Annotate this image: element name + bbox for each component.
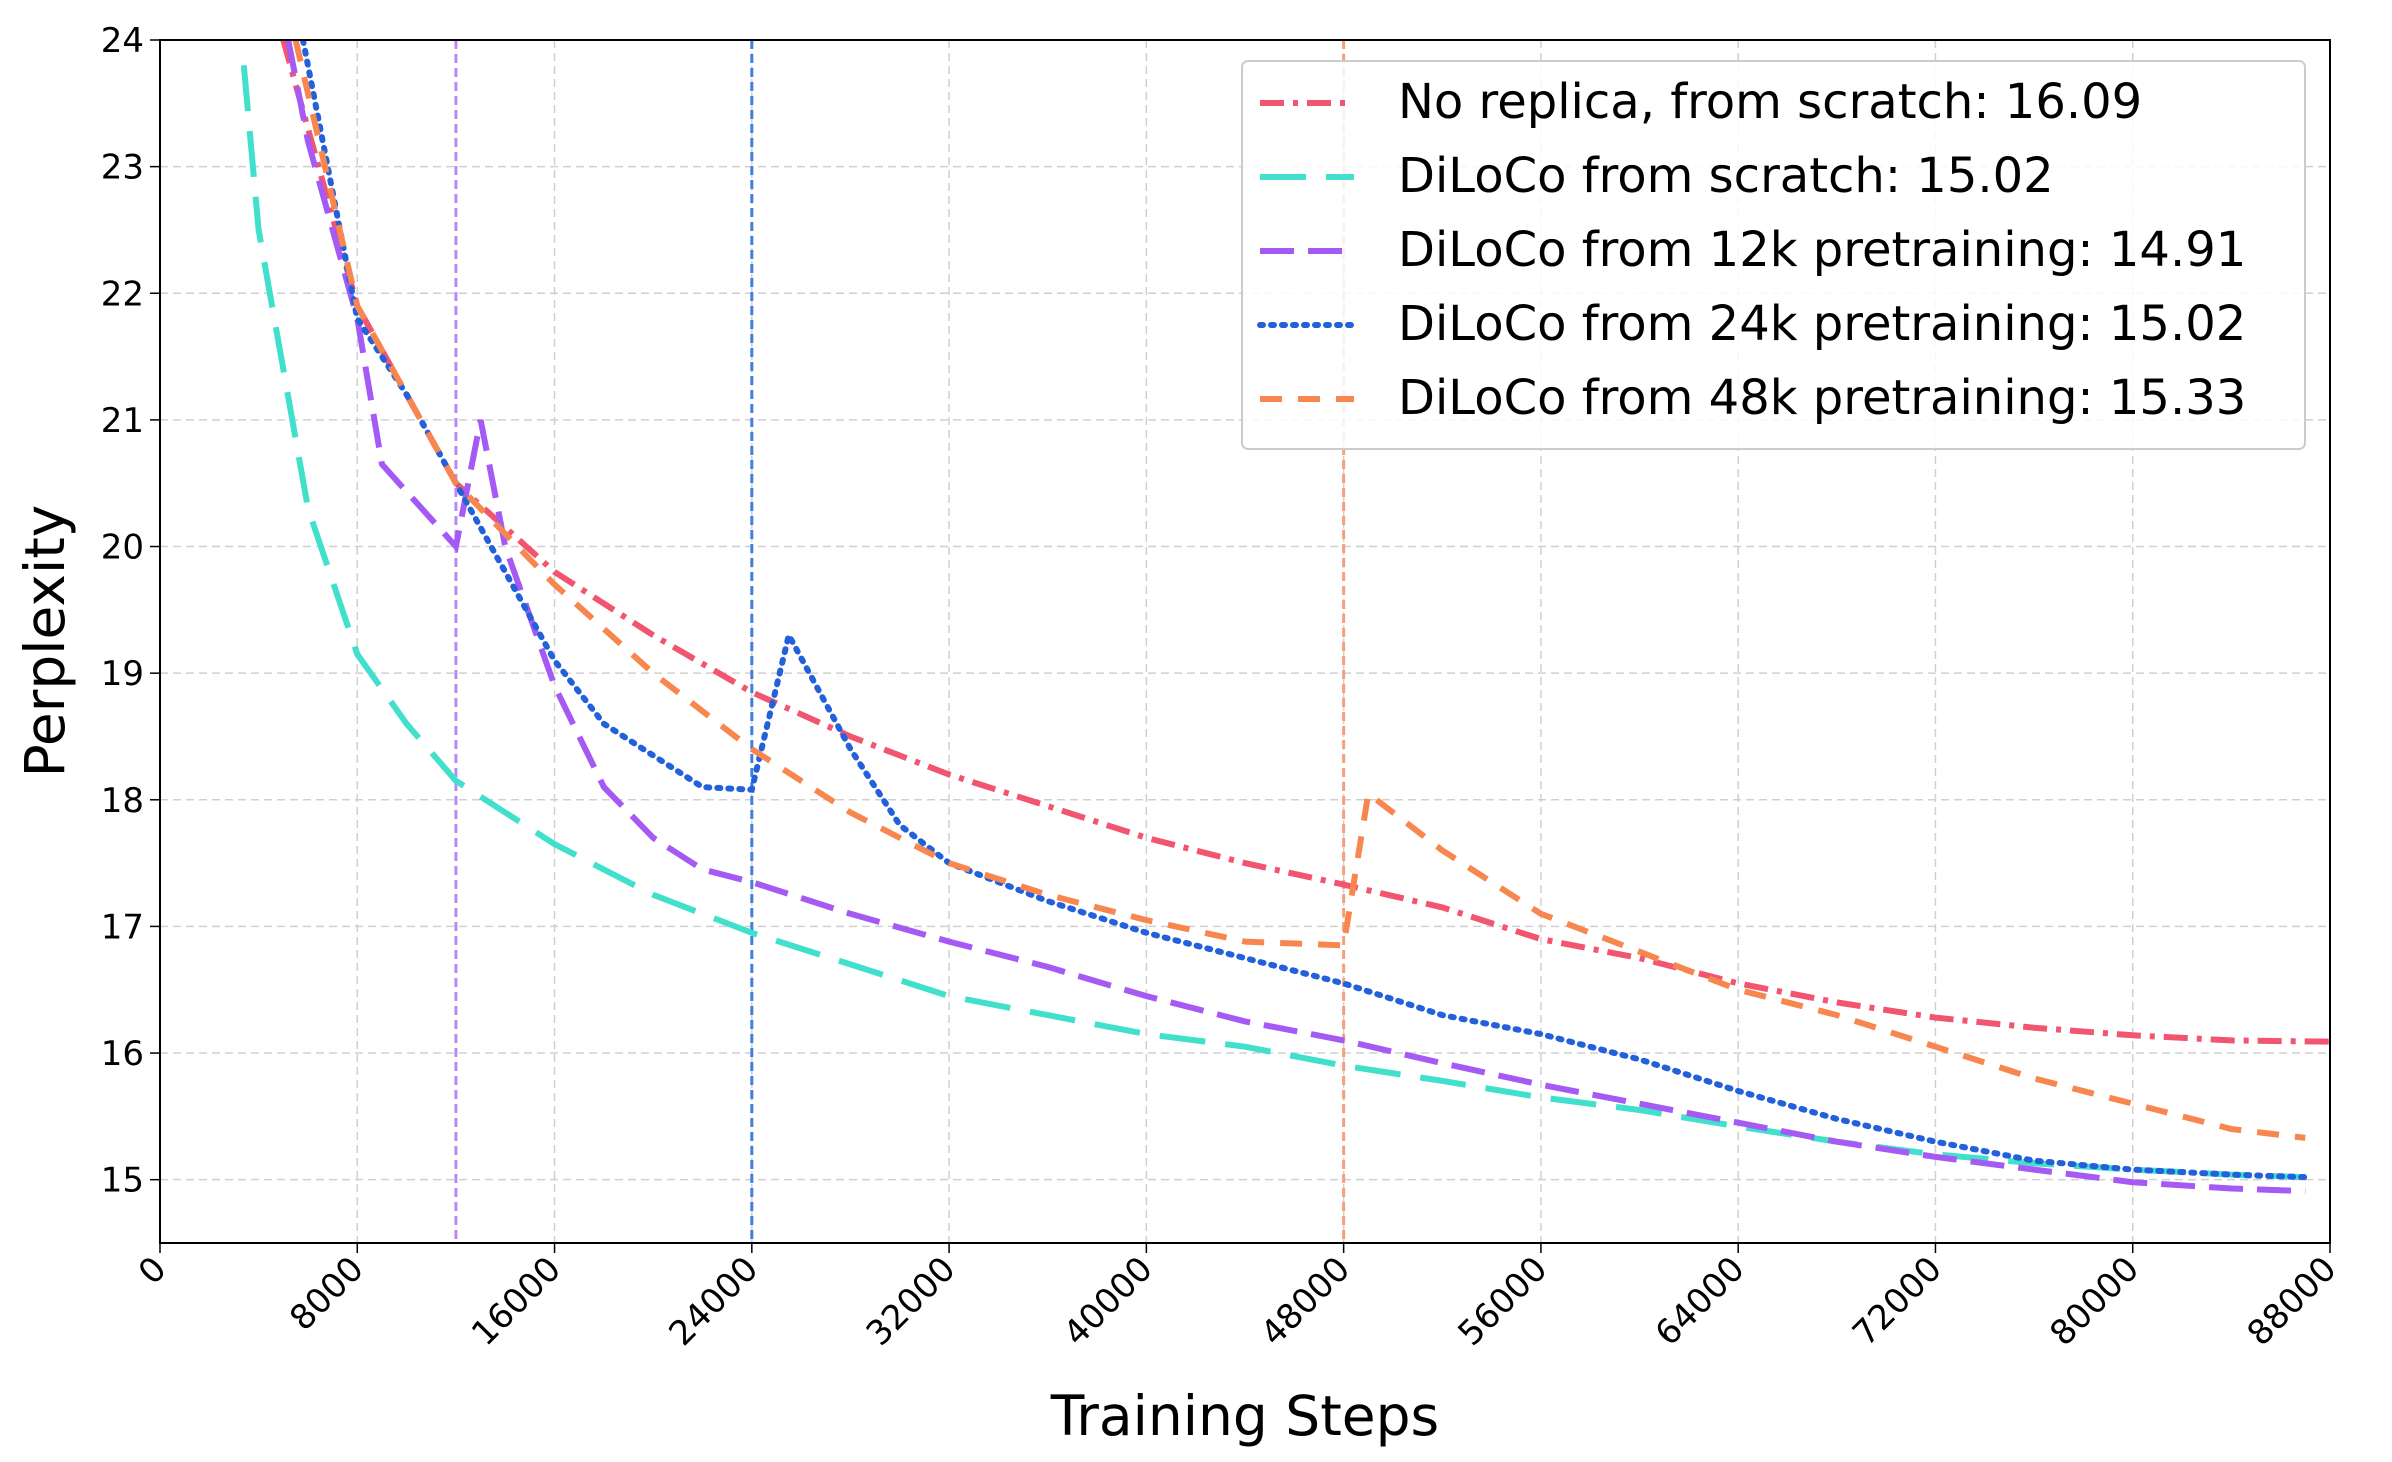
y-tick-label: 20 xyxy=(101,528,144,568)
series-line xyxy=(292,40,2306,1141)
y-tick-label: 15 xyxy=(101,1161,144,1201)
y-tick-label: 23 xyxy=(101,148,144,188)
plot-frame xyxy=(159,39,2331,1244)
legend-box xyxy=(1241,60,2306,450)
x-tick-label: 16000 xyxy=(464,1249,569,1354)
series-line xyxy=(285,40,2306,1195)
y-tick-label: 17 xyxy=(101,907,144,947)
y-tick-label: 16 xyxy=(101,1034,144,1074)
legend-label: DiLoCo from 12k pretraining: 14.91 xyxy=(1398,222,2246,278)
legend-label: DiLoCo from 24k pretraining: 15.02 xyxy=(1398,296,2246,352)
legend: No replica, from scratch: 16.09 DiLoCo fr… xyxy=(1241,60,2306,450)
series-line xyxy=(280,40,2330,1045)
x-tick-label: 48000 xyxy=(1253,1249,1358,1354)
x-tick-label: 40000 xyxy=(1056,1249,1161,1354)
y-tick-label: 24 xyxy=(101,21,144,61)
y-tick-label: 22 xyxy=(101,274,144,314)
x-tick-label: 80000 xyxy=(2042,1249,2147,1354)
legend-label: DiLoCo from 48k pretraining: 15.33 xyxy=(1398,370,2246,426)
x-tick-label: 24000 xyxy=(661,1249,766,1354)
x-tick-label: 0 xyxy=(131,1249,175,1293)
x-tick-label: 32000 xyxy=(859,1249,964,1354)
y-tick-label: 21 xyxy=(101,401,144,441)
x-tick-label: 64000 xyxy=(1648,1249,1753,1354)
legend-label: No replica, from scratch: 16.09 xyxy=(1398,74,2142,130)
plot-area xyxy=(240,40,2330,1243)
x-tick-label: 56000 xyxy=(1450,1249,1555,1354)
x-axis-label: Training Steps xyxy=(1050,1384,1439,1448)
x-tick-label: 8000 xyxy=(282,1249,371,1338)
x-tick-label: 72000 xyxy=(1845,1249,1950,1354)
y-tick-label: 19 xyxy=(101,654,144,694)
legend-label: DiLoCo from scratch: 15.02 xyxy=(1398,148,2054,204)
y-tick-label: 18 xyxy=(101,781,144,821)
x-tick-label: 88000 xyxy=(2240,1249,2345,1354)
series-line xyxy=(240,65,2306,1181)
y-axis-label: Perplexity xyxy=(13,505,77,778)
